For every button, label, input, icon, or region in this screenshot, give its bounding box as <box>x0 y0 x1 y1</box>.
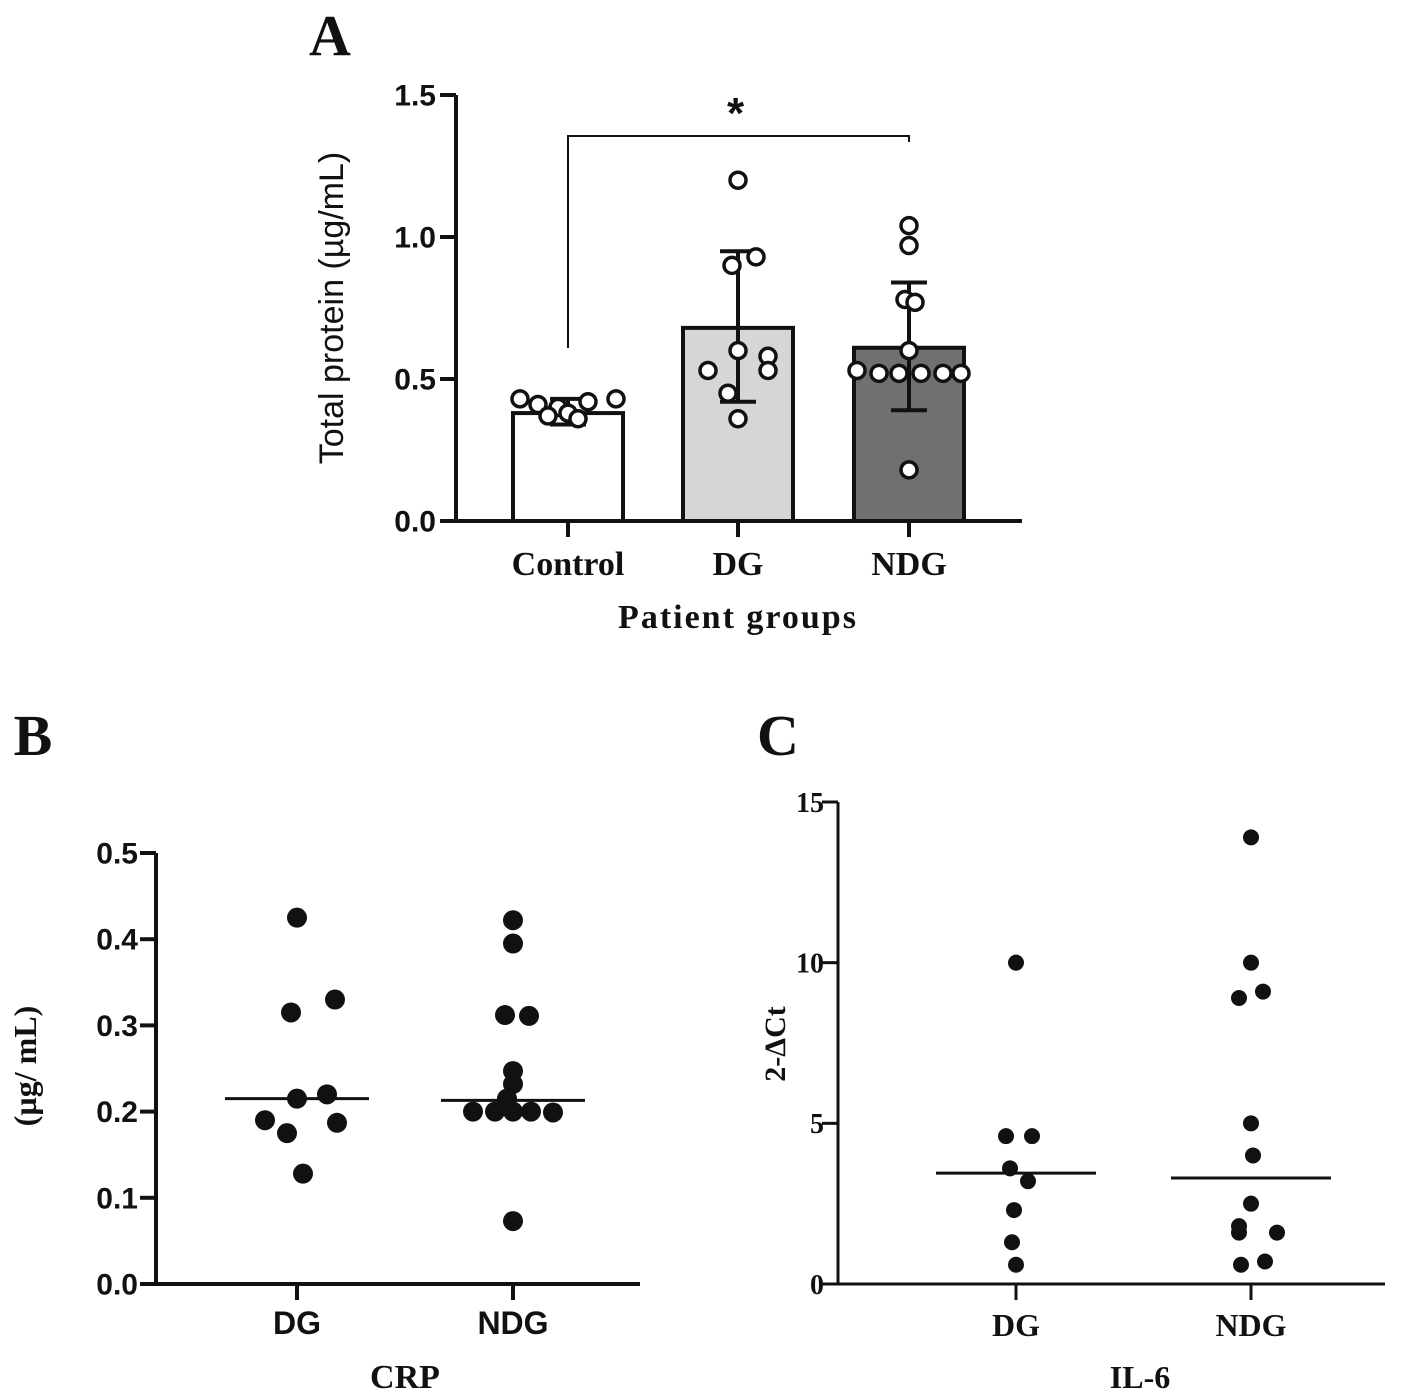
data-point <box>1243 829 1259 846</box>
significance-label: * <box>727 89 745 138</box>
y-axis-label: 2-ΔCt <box>759 1006 792 1081</box>
data-point <box>495 1005 515 1026</box>
data-point <box>281 1002 301 1023</box>
data-point <box>521 1101 541 1122</box>
y-tick-label: 0.4 <box>96 924 138 957</box>
data-point <box>1231 990 1247 1007</box>
data-point <box>325 989 345 1010</box>
data-point <box>1243 954 1259 971</box>
y-tick-label: 0.2 <box>96 1096 138 1129</box>
y-tick-label: 0.0 <box>394 506 436 539</box>
data-point <box>1243 1115 1259 1132</box>
data-point <box>1255 983 1271 1000</box>
data-point <box>485 1101 505 1122</box>
x-tick-label: DG <box>273 1305 321 1341</box>
y-tick-label: 0 <box>810 1270 824 1301</box>
x-tick-label: DG <box>992 1307 1040 1343</box>
data-point <box>899 215 919 236</box>
y-tick-label: 0.5 <box>394 364 436 397</box>
data-point <box>951 363 971 384</box>
x-tick-label: NDG <box>871 546 947 583</box>
data-point <box>933 363 953 384</box>
data-point <box>287 1088 307 1109</box>
data-point <box>519 1005 539 1026</box>
data-point <box>889 363 909 384</box>
panel-b: B 0.0 0.1 0.2 0.3 0.4 0.5 DG NDG CRP (µg/ mL) <box>7 703 640 1394</box>
data-point <box>869 363 889 384</box>
data-point <box>255 1110 275 1131</box>
data-point <box>728 340 748 361</box>
data-point <box>905 292 925 313</box>
data-point <box>327 1112 347 1133</box>
data-point <box>899 340 919 361</box>
y-tick-label: 0.3 <box>96 1010 138 1043</box>
y-tick-label: 15 <box>796 788 824 819</box>
data-point <box>293 1163 313 1184</box>
significance-bracket <box>567 135 910 348</box>
data-point <box>1269 1224 1285 1241</box>
panel-label: C <box>757 703 799 768</box>
data-point <box>543 1102 563 1123</box>
data-point <box>578 391 598 412</box>
x-axis-label: CRP <box>370 1359 440 1394</box>
data-point <box>1020 1173 1036 1190</box>
y-tick-label: 0.5 <box>96 838 138 871</box>
panel-label: A <box>309 3 351 68</box>
data-point <box>899 460 919 480</box>
data-point <box>722 255 742 276</box>
data-point <box>538 406 558 426</box>
data-point <box>287 907 307 928</box>
data-point <box>698 360 718 381</box>
x-axis-label: Patient groups <box>618 599 858 636</box>
panel-a: A 0.0 0.5 1.0 1.5 Control DG NDG Patient groups T… <box>309 3 1022 636</box>
data-point <box>1002 1160 1018 1177</box>
data-point <box>510 389 530 409</box>
data-point <box>911 363 931 384</box>
y-tick-label: 5 <box>810 1109 824 1140</box>
data-point <box>1024 1128 1040 1145</box>
data-point <box>1257 1253 1273 1270</box>
data-point <box>758 360 778 381</box>
y-tick-label: 1.0 <box>394 222 436 255</box>
data-point <box>728 409 748 429</box>
y-tick-label: 0.1 <box>96 1182 138 1215</box>
data-point <box>1231 1224 1247 1241</box>
data-point <box>899 235 919 256</box>
panel-c: C 0 5 10 15 DG NDG IL-6 2-ΔCt <box>757 703 1385 1394</box>
y-axis-label: Total protein (µg/mL) <box>313 152 351 465</box>
bar-control <box>511 411 625 523</box>
x-tick-label: NDG <box>477 1305 548 1341</box>
x-tick-label: NDG <box>1215 1307 1286 1343</box>
x-axis-label: IL-6 <box>1110 1359 1170 1394</box>
x-tick-label: DG <box>713 546 764 583</box>
data-point <box>847 360 867 381</box>
data-point <box>1004 1234 1020 1251</box>
y-axis-label: (µg/ mL) <box>7 1006 43 1127</box>
data-point <box>1243 1195 1259 1212</box>
data-point <box>1008 1256 1024 1273</box>
y-tick-label: 0.0 <box>96 1269 138 1302</box>
data-point <box>998 1128 1014 1145</box>
data-point <box>728 170 748 190</box>
data-point <box>463 1101 483 1122</box>
data-point <box>746 247 766 267</box>
data-point <box>1006 1202 1022 1219</box>
data-point <box>503 1211 523 1232</box>
data-point <box>718 383 738 403</box>
data-point <box>277 1123 297 1144</box>
data-point <box>606 389 626 409</box>
data-point <box>503 933 523 954</box>
panel-label: B <box>14 703 53 768</box>
data-point <box>503 910 523 931</box>
data-point <box>503 1101 523 1122</box>
y-tick-label: 1.5 <box>394 80 436 113</box>
data-point <box>1245 1147 1261 1164</box>
data-point <box>1233 1256 1249 1273</box>
data-point <box>568 409 588 429</box>
data-point <box>317 1084 337 1105</box>
data-point <box>1008 954 1024 971</box>
x-tick-label: Control <box>512 546 625 583</box>
y-tick-label: 10 <box>796 948 824 979</box>
